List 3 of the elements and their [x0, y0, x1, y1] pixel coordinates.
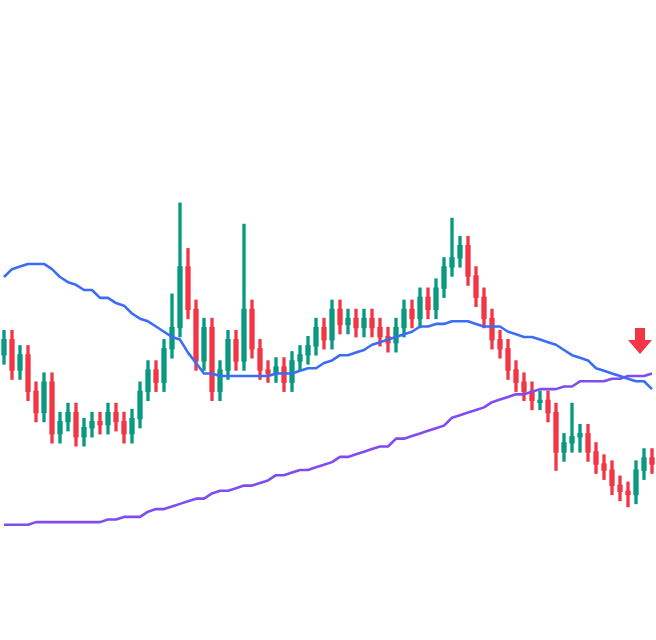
candlestick — [97, 411, 103, 435]
candlestick — [625, 481, 631, 508]
candlestick — [537, 390, 543, 411]
